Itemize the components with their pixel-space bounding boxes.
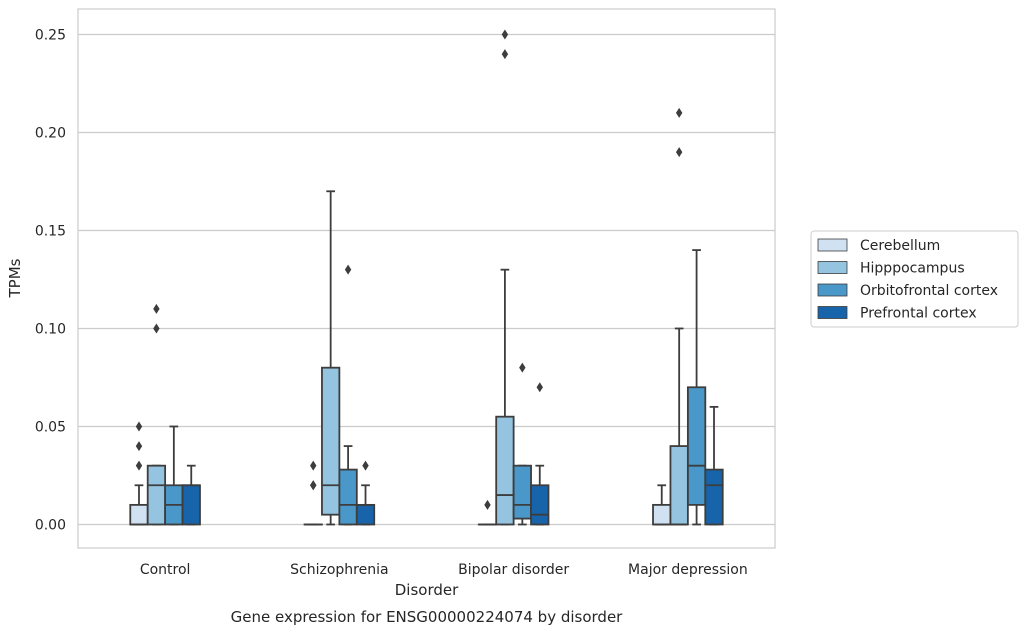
legend-swatch — [817, 238, 848, 252]
outlier-point — [675, 107, 683, 118]
box-group — [530, 382, 550, 526]
outlier-point — [484, 499, 491, 510]
box-group — [338, 264, 358, 526]
box-group — [355, 460, 376, 526]
outlier-point — [536, 382, 543, 393]
y-tick-label: 0.05 — [35, 419, 66, 435]
y-tick-label: 0.10 — [35, 321, 66, 337]
x-tick-label: Bipolar disorder — [458, 562, 569, 578]
box — [355, 503, 376, 526]
x-tick-label: Control — [140, 562, 191, 578]
x-tick-labels: Control Schizophrenia Bipolar disorder Majo… — [140, 562, 748, 578]
legend-label: Prefrontal cortex — [860, 306, 977, 322]
box — [129, 503, 149, 526]
box — [652, 503, 672, 526]
outlier-point — [135, 441, 143, 452]
outlier-point — [153, 323, 160, 334]
outlier-point — [135, 460, 143, 471]
y-tick-labels: 0.00 0.05 0.10 0.15 0.20 0.25 — [35, 27, 66, 533]
box-group — [303, 460, 323, 526]
outlier-point — [310, 460, 317, 471]
outlier-point — [501, 29, 509, 40]
x-axis-title: Disorder — [395, 581, 459, 599]
plot-frame — [77, 8, 776, 549]
box — [338, 468, 358, 526]
y-tick-label: 0.15 — [35, 223, 66, 239]
box-group — [704, 405, 724, 526]
box — [686, 386, 707, 506]
box — [321, 366, 341, 516]
y-tick-label: 0.20 — [35, 125, 66, 141]
box — [530, 484, 550, 526]
outlier-point — [153, 303, 160, 314]
box — [181, 484, 201, 526]
outlier-point — [675, 147, 683, 158]
y-tick-label: 0.00 — [35, 517, 66, 533]
chart-caption: Gene expression for ENSG00000224074 by d… — [231, 608, 624, 626]
x-tick-label: Major depression — [628, 562, 748, 578]
legend-label: Cerebellum — [860, 238, 940, 254]
outlier-point — [501, 49, 509, 60]
box-group — [495, 29, 515, 526]
legend-label: Orbitofrontal cortex — [860, 283, 998, 299]
legend-swatch — [817, 283, 848, 297]
x-tick-label: Schizophrenia — [290, 562, 388, 578]
box-group — [321, 190, 341, 526]
outlier-point — [135, 421, 143, 432]
legend-swatch — [817, 261, 848, 274]
plot-background — [78, 9, 775, 548]
outlier-point — [310, 480, 317, 491]
legend-swatch — [817, 306, 848, 319]
legend-label: Hipppocampus — [860, 261, 965, 277]
box — [495, 415, 515, 526]
box-plots — [129, 29, 724, 526]
legend-frame — [810, 230, 1019, 328]
outlier-point — [362, 460, 369, 471]
box-group — [181, 464, 201, 526]
outlier-point — [519, 362, 526, 373]
legend: Cerebellum Hipppocampus Orbitofrontal cort… — [810, 230, 1019, 328]
box — [704, 468, 724, 526]
box — [669, 445, 689, 526]
box — [146, 464, 167, 526]
box — [512, 464, 532, 520]
box-group — [164, 425, 184, 526]
y-axis-title: TPMs — [6, 258, 24, 298]
y-tick-label: 0.25 — [35, 27, 66, 43]
outlier-point — [344, 264, 352, 275]
box-group — [129, 421, 149, 526]
box-group — [686, 249, 707, 526]
